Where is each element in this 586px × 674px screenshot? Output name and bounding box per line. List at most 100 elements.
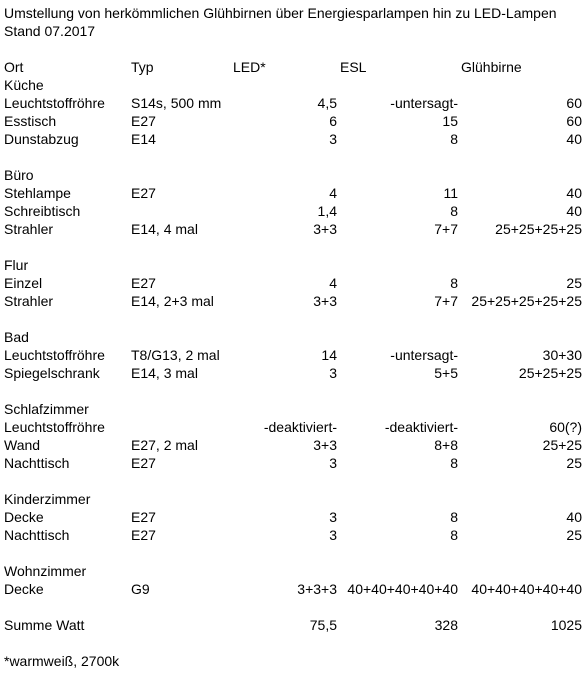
spacer <box>4 544 582 562</box>
cell-typ: S14s, 500 mm <box>131 95 222 111</box>
sum-led: 75,5 <box>309 617 337 633</box>
cell-typ: E27, 2 mal <box>131 437 198 453</box>
cell-esl: 11 <box>443 185 458 201</box>
cell-esl: 15 <box>442 113 458 129</box>
cell-gluehbirne: 25 <box>566 275 582 291</box>
cell-ort: Strahler <box>4 293 54 309</box>
cell-led: 4,5 <box>317 95 337 111</box>
footnote: *warmweiß, 2700k <box>4 653 120 669</box>
cell-gluehbirne: 60(?) <box>549 419 582 435</box>
cell-ort: Leuchtstoffröhre <box>4 419 105 435</box>
document-title: Umstellung von herkömmlichen Glühbirnen … <box>4 5 557 21</box>
cell-esl: 8 <box>450 131 458 147</box>
cell-typ: E14 <box>131 131 156 147</box>
sum-row: Summe Watt 75,5 328 1025 <box>4 616 582 634</box>
spacer <box>4 382 582 400</box>
spacer <box>4 40 582 58</box>
document-date: Stand 07.2017 <box>4 23 96 39</box>
cell-led: 3+3 <box>313 437 337 453</box>
cell-typ: E14, 4 mal <box>131 221 198 237</box>
room-section: Wohnzimmer Decke G9 3+3+3 40+40+40+40+40 40+4… <box>4 562 582 616</box>
table-row: Leuchtstoffröhre T8/G13, 2 mal 14 -untersag… <box>4 346 582 364</box>
cell-led: 3 <box>329 131 337 147</box>
cell-ort: Nachttisch <box>4 527 70 543</box>
cell-gluehbirne: 25 <box>566 455 582 471</box>
room-title: Bad <box>4 329 29 345</box>
cell-ort: Leuchtstoffröhre <box>4 95 105 111</box>
table-row: Wand E27, 2 mal 3+3 8+8 25+25 <box>4 436 582 454</box>
table-row: Decke G9 3+3+3 40+40+40+40+40 40+40+40+40+40 <box>4 580 582 598</box>
cell-esl: 5+5 <box>434 365 458 381</box>
cell-ort: Decke <box>4 581 44 597</box>
cell-led: 1,4 <box>317 203 337 219</box>
cell-ort: Einzel <box>4 275 43 291</box>
header-esl: ESL <box>340 59 367 75</box>
table-row: Stehlampe E27 4 11 40 <box>4 184 582 202</box>
table-row: Leuchtstoffröhre S14s, 500 mm 4,5 -untersag… <box>4 94 582 112</box>
cell-gluehbirne: 25+25+25+25+25 <box>471 293 582 309</box>
cell-gluehbirne: 40+40+40+40+40 <box>471 581 582 597</box>
table-row: Spiegelschrank E14, 3 mal 3 5+5 25+25+25 <box>4 364 582 382</box>
cell-gluehbirne: 60 <box>566 113 582 129</box>
table-row: Strahler E14, 2+3 mal 3+3 7+7 25+25+25+25+25 <box>4 292 582 310</box>
cell-typ: E27 <box>131 527 156 543</box>
spacer <box>4 598 582 616</box>
spacer <box>4 310 582 328</box>
room-title: Wohnzimmer <box>4 563 87 579</box>
spacer <box>4 238 582 256</box>
room-title: Büro <box>4 167 34 183</box>
cell-led: 4 <box>329 185 337 201</box>
cell-esl: 8 <box>450 203 458 219</box>
table-row: Decke E27 3 8 40 <box>4 508 582 526</box>
table-row: Esstisch E27 6 15 60 <box>4 112 582 130</box>
cell-led: 6 <box>329 113 337 129</box>
cell-ort: Wand <box>4 437 41 453</box>
room-title: Küche <box>4 77 44 93</box>
room-sections: Küche Leuchtstoffröhre S14s, 500 mm 4,5 -unt… <box>4 76 582 616</box>
spacer <box>4 148 582 166</box>
cell-gluehbirne: 25+25+25+25 <box>495 221 582 237</box>
cell-gluehbirne: 25 <box>566 527 582 543</box>
cell-typ: E14, 3 mal <box>131 365 198 381</box>
room-section: Kinderzimmer Decke E27 3 8 40 Nachttisch E27 3 8 2… <box>4 490 582 562</box>
cell-esl: 40+40+40+40+40 <box>347 581 458 597</box>
table-row: Leuchtstoffröhre -deaktiviert- -deaktivier… <box>4 418 582 436</box>
room-section: Flur Einzel E27 4 8 25 Strahler E14, 2+3 mal 3+3… <box>4 256 582 328</box>
cell-esl: 8 <box>450 455 458 471</box>
cell-led: 3 <box>329 455 337 471</box>
spacer <box>4 472 582 490</box>
room-section: Küche Leuchtstoffröhre S14s, 500 mm 4,5 -unt… <box>4 76 582 166</box>
cell-ort: Strahler <box>4 221 54 237</box>
cell-typ: T8/G13, 2 mal <box>131 347 220 363</box>
cell-ort: Esstisch <box>4 113 57 129</box>
cell-esl: 8 <box>450 509 458 525</box>
cell-led: 3+3 <box>313 221 337 237</box>
cell-ort: Stehlampe <box>4 185 71 201</box>
cell-led: 3+3 <box>313 293 337 309</box>
cell-esl: 8 <box>450 275 458 291</box>
cell-esl: -deaktiviert- <box>384 419 458 435</box>
cell-gluehbirne: 40 <box>566 185 582 201</box>
cell-led: 3 <box>329 527 337 543</box>
room-section: Bad Leuchtstoffröhre T8/G13, 2 mal 14 -unter… <box>4 328 582 400</box>
document: Umstellung von herkömmlichen Glühbirnen … <box>4 4 582 670</box>
cell-typ: E27 <box>131 275 156 291</box>
cell-gluehbirne: 25+25 <box>542 437 582 453</box>
cell-gluehbirne: 40 <box>566 131 582 147</box>
sum-esl: 328 <box>434 617 458 633</box>
header-ort: Ort <box>4 59 24 75</box>
table-row: Nachttisch E27 3 8 25 <box>4 526 582 544</box>
cell-esl: -untersagt- <box>390 95 458 111</box>
cell-led: 3 <box>329 365 337 381</box>
header-typ: Typ <box>131 59 154 75</box>
cell-ort: Decke <box>4 509 44 525</box>
cell-ort: Spiegelschrank <box>4 365 100 381</box>
cell-gluehbirne: 30+30 <box>542 347 582 363</box>
cell-gluehbirne: 60 <box>566 95 582 111</box>
cell-typ: E27 <box>131 455 156 471</box>
table-row: Schreibtisch 1,4 8 40 <box>4 202 582 220</box>
cell-esl: 7+7 <box>434 293 458 309</box>
cell-ort: Nachttisch <box>4 455 70 471</box>
sum-gluehbirne: 1025 <box>550 617 582 633</box>
cell-led: 4 <box>329 275 337 291</box>
